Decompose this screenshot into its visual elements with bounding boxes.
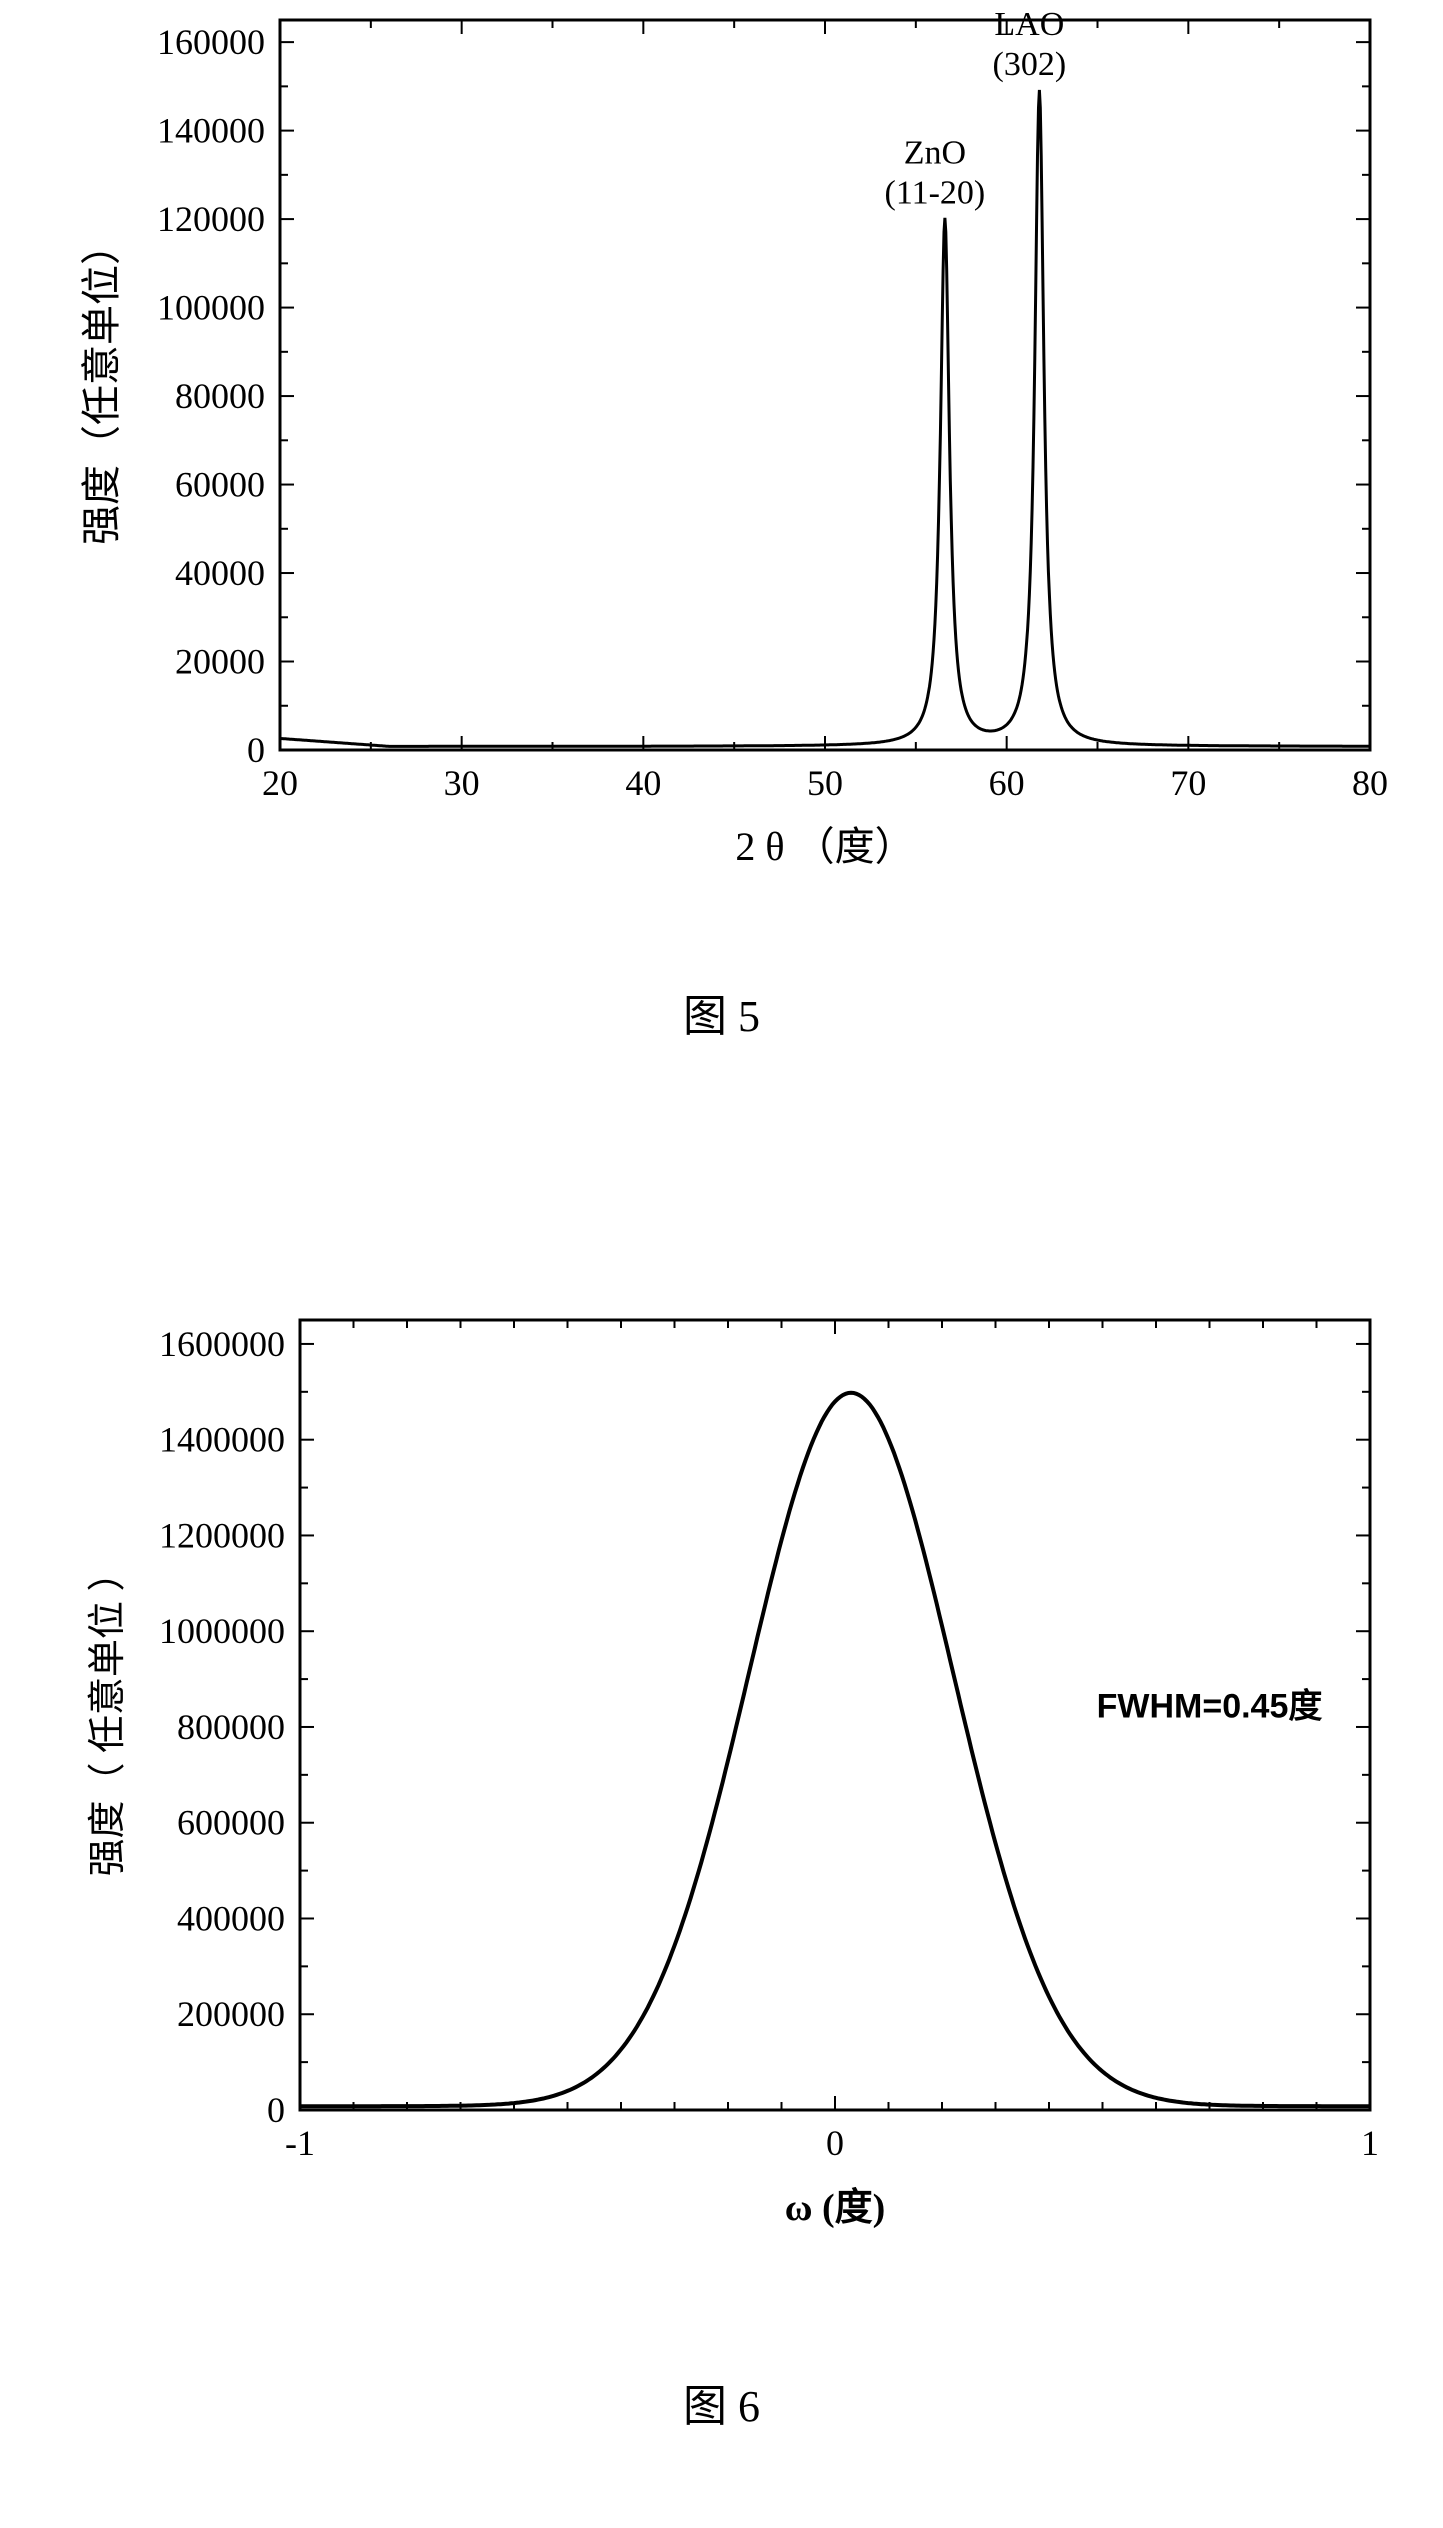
svg-text:1000000: 1000000 — [159, 1611, 285, 1651]
svg-text:1600000: 1600000 — [159, 1324, 285, 1364]
svg-text:600000: 600000 — [177, 1803, 285, 1843]
svg-text:120000: 120000 — [157, 199, 265, 239]
svg-text:-1: -1 — [285, 2123, 315, 2163]
chart-2-annotation: FWHM=0.45度 — [1097, 1687, 1323, 1725]
svg-text:20000: 20000 — [175, 642, 265, 682]
chart-2-y-label: 强度（ 任意单位 ） — [87, 1553, 129, 1876]
svg-text:80000: 80000 — [175, 376, 265, 416]
chart-2-container: -101020000040000060000080000010000001200… — [70, 1300, 1400, 2260]
svg-text:70: 70 — [1170, 763, 1206, 803]
svg-text:40000: 40000 — [175, 553, 265, 593]
svg-text:400000: 400000 — [177, 1898, 285, 1938]
svg-text:0: 0 — [826, 2123, 844, 2163]
chart-1-svg: 20 30 40 50 60 70 80 0 20000 40000 60000 80000 10000… — [70, 0, 1400, 900]
svg-text:0: 0 — [267, 2090, 285, 2130]
svg-text:1200000: 1200000 — [159, 1515, 285, 1555]
chart-1-caption: 图 5 — [0, 980, 1443, 1044]
svg-text:1400000: 1400000 — [159, 1420, 285, 1460]
chart-2-caption: 图 6 — [0, 2370, 1443, 2434]
svg-text:160000: 160000 — [157, 22, 265, 62]
svg-text:60: 60 — [989, 763, 1025, 803]
svg-text:140000: 140000 — [157, 111, 265, 151]
chart-2-x-label: ω (度) — [785, 2187, 886, 2229]
chart-1-x-label: 2 θ （度） — [735, 824, 914, 869]
svg-text:80: 80 — [1352, 763, 1388, 803]
chart-2-svg: -101020000040000060000080000010000001200… — [70, 1300, 1400, 2260]
chart-1-peak-0-label2: (11-20) — [885, 175, 986, 212]
svg-text:1: 1 — [1361, 2123, 1379, 2163]
chart-1-peak-0-label1: ZnO — [904, 135, 966, 172]
chart-1-peak-1-label2: (302) — [993, 46, 1067, 83]
chart-1-container: 20 30 40 50 60 70 80 0 20000 40000 60000 80000 10000… — [70, 0, 1400, 900]
svg-text:0: 0 — [247, 730, 265, 770]
svg-text:60000: 60000 — [175, 465, 265, 505]
chart-1-peak-1-label1: LAO — [994, 6, 1064, 43]
svg-text:40: 40 — [625, 763, 661, 803]
svg-text:200000: 200000 — [177, 1994, 285, 2034]
svg-text:100000: 100000 — [157, 288, 265, 328]
svg-text:800000: 800000 — [177, 1707, 285, 1747]
svg-text:30: 30 — [444, 763, 480, 803]
svg-text:20: 20 — [262, 763, 298, 803]
svg-text:50: 50 — [807, 763, 843, 803]
chart-1-y-label: 强度（任意单位） — [79, 225, 124, 545]
